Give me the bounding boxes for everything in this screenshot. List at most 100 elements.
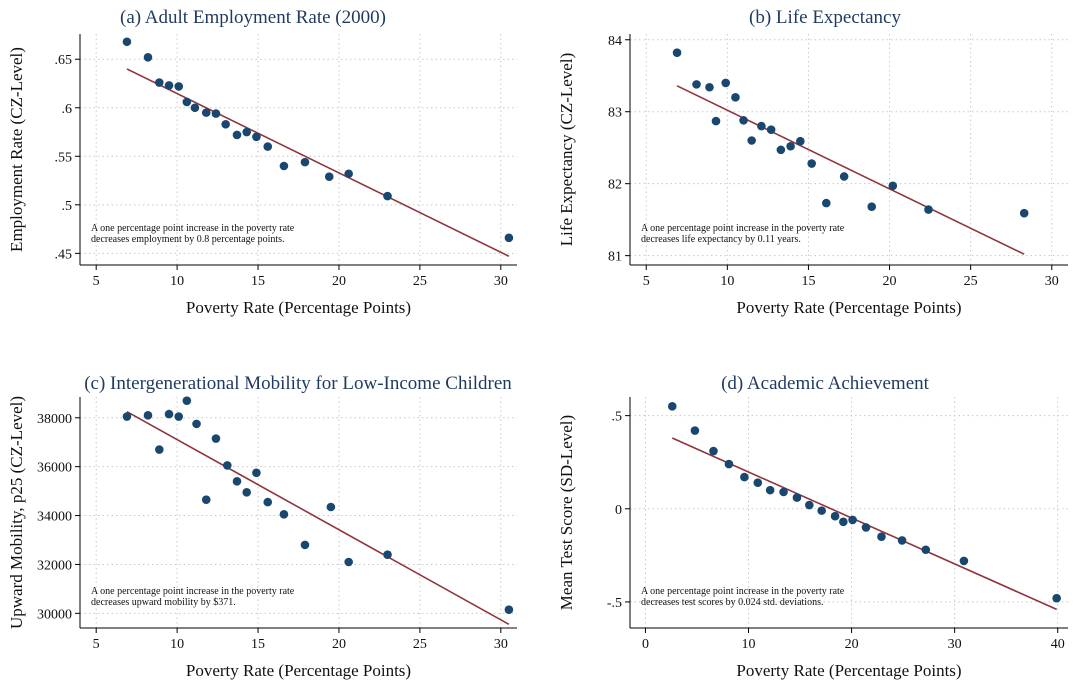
panel-c-xtick-label-0: 5 (93, 637, 100, 652)
panel-b-note-line-0: A one percentage point increase in the p… (641, 223, 845, 234)
panel-b-point-8 (757, 121, 766, 131)
panel-c-note-line-0: A one percentage point increase in the p… (91, 586, 295, 597)
panel-c-point-5 (182, 396, 192, 405)
panel-b-point-19 (1019, 208, 1029, 218)
panel-b-point-3 (711, 116, 721, 126)
panel-b-point-6 (739, 116, 748, 125)
panel-a-note-line-1: decreases employment by 0.8 percentage p… (91, 234, 285, 245)
panel-d-point-3 (724, 459, 734, 469)
panel-a-xtick-label-0: 5 (93, 274, 100, 289)
panel-b-point-7 (747, 136, 756, 145)
panel-b-ytick-label-1: 82 (608, 178, 622, 193)
panel-a-point-6 (190, 103, 200, 113)
panel-d-point-1 (690, 426, 700, 435)
panel-c-xtick-label-5: 30 (494, 637, 508, 652)
panel-b-point-5 (731, 93, 740, 102)
panel-d-xtick-label-3: 30 (948, 637, 962, 652)
panel-b-point-1 (692, 80, 701, 89)
panel-b-ytick-label-3: 84 (608, 34, 622, 49)
panel-a-point-9 (221, 119, 230, 129)
panel-a-point-12 (252, 132, 261, 142)
panel-b-y-axis-title: Life Expectancy (CZ-Level) (557, 53, 576, 247)
panel-a-title: (a) Adult Employment Rate (2000) (120, 7, 386, 28)
panel-d-xtick-label-2: 20 (845, 637, 859, 652)
panel-a-ytick-label-1: .5 (62, 199, 73, 214)
panel-a-ytick-label-4: .65 (55, 53, 73, 68)
panel-d-point-7 (779, 487, 788, 497)
panel-c-ytick-label-4: 38000 (37, 412, 72, 427)
panel-a-x-axis-title: Poverty Rate (Percentage Points) (186, 298, 411, 317)
panel-a-xtick-label-4: 25 (413, 274, 427, 289)
panel-c-point-19 (504, 605, 514, 614)
panel-c-point-15 (300, 540, 310, 550)
panel-d-title: (d) Academic Achievement (721, 373, 930, 394)
panel-a-xtick-label-1: 10 (170, 274, 184, 289)
panel-c-title: (c) Intergenerational Mobility for Low-I… (84, 373, 512, 394)
panel-d-ytick-label-0: -.5 (607, 596, 622, 611)
panel-c-xtick-label-1: 10 (170, 637, 184, 652)
panel-a-ytick-label-3: .6 (62, 102, 73, 117)
panel-d-point-11 (830, 511, 840, 521)
panel-b-point-14 (821, 198, 831, 208)
panel-d-point-14 (861, 523, 871, 532)
panel-b-point-17 (888, 181, 898, 191)
panel-c-point-1 (143, 411, 153, 420)
panel-a-point-17 (344, 169, 353, 179)
panel-d-ytick-label-1: 0 (615, 503, 622, 518)
panel-c-xtick-label-2: 15 (251, 637, 265, 652)
panel-d-point-5 (753, 478, 763, 487)
panel-d-xtick-label-1: 10 (742, 637, 756, 652)
panel-c-point-13 (263, 497, 273, 507)
panel-a-xtick-label-3: 20 (332, 274, 346, 289)
panel-d-point-15 (877, 532, 886, 542)
panel-d-note-line-0: A one percentage point increase in the p… (641, 586, 845, 597)
panel-d-point-2 (709, 446, 718, 456)
panel-a-point-14 (279, 161, 289, 171)
panel-c-fit-line (126, 410, 510, 626)
panel-c-point-14 (279, 510, 289, 519)
panel-b-point-13 (807, 159, 816, 168)
panel-b-xtick-label-1: 10 (720, 274, 734, 289)
panel-a-point-15 (300, 157, 310, 167)
panel-d-point-19 (1052, 593, 1061, 603)
panel-a-point-3 (164, 81, 174, 90)
panel-a-point-2 (155, 78, 164, 87)
panel-d-point-10 (817, 506, 826, 515)
panel-d-point-13 (848, 515, 857, 525)
panel-c-note-line-1: decreases upward mobility by $371. (91, 597, 236, 608)
panel-a-point-18 (383, 191, 392, 201)
panel-c-point-4 (174, 412, 184, 421)
panel-a-ytick-label-0: .45 (55, 247, 73, 262)
panel-c-point-10 (232, 477, 242, 486)
panel-d-point-8 (792, 493, 802, 502)
panel-b-xtick-label-2: 15 (801, 274, 815, 289)
panel-c-point-8 (211, 434, 221, 443)
panel-b-xtick-label-0: 5 (643, 274, 650, 289)
panel-b-point-10 (776, 145, 786, 155)
panel-b-ytick-label-0: 81 (608, 250, 622, 265)
panel-b-point-9 (766, 125, 776, 135)
panel-b-point-16 (867, 202, 877, 212)
panel-c-point-6 (192, 419, 201, 429)
panel-c-point-17 (344, 557, 353, 567)
panel-d-point-0 (667, 402, 677, 411)
panel-c-point-3 (164, 409, 174, 419)
panel-c-point-12 (252, 468, 261, 478)
panel-d-xtick-label-0: 0 (642, 637, 649, 652)
panel-a-xtick-label-2: 15 (251, 274, 265, 289)
panel-c-point-2 (155, 445, 164, 454)
panel-a-point-16 (324, 172, 334, 181)
panel-a-y-axis-title: Employment Rate (CZ-Level) (7, 47, 26, 252)
panel-c-ytick-label-2: 34000 (37, 510, 72, 525)
panel-c-point-11 (242, 488, 252, 497)
panel-c-x-axis-title: Poverty Rate (Percentage Points) (186, 661, 411, 680)
panel-b-xtick-label-4: 25 (964, 274, 978, 289)
panel-d-point-16 (897, 536, 907, 545)
panel-d-point-6 (765, 485, 775, 495)
panel-c: (c) Intergenerational Mobility for Low-I… (7, 373, 517, 680)
panel-d-y-axis-title: Mean Test Score (SD-Level) (557, 415, 576, 610)
panel-d-x-axis-title: Poverty Rate (Percentage Points) (736, 661, 961, 680)
panel-d-point-12 (839, 517, 848, 527)
panel-d-note-line-1: decreases test scores by 0.024 std. devi… (641, 597, 823, 608)
panel-c-point-0 (122, 412, 132, 421)
